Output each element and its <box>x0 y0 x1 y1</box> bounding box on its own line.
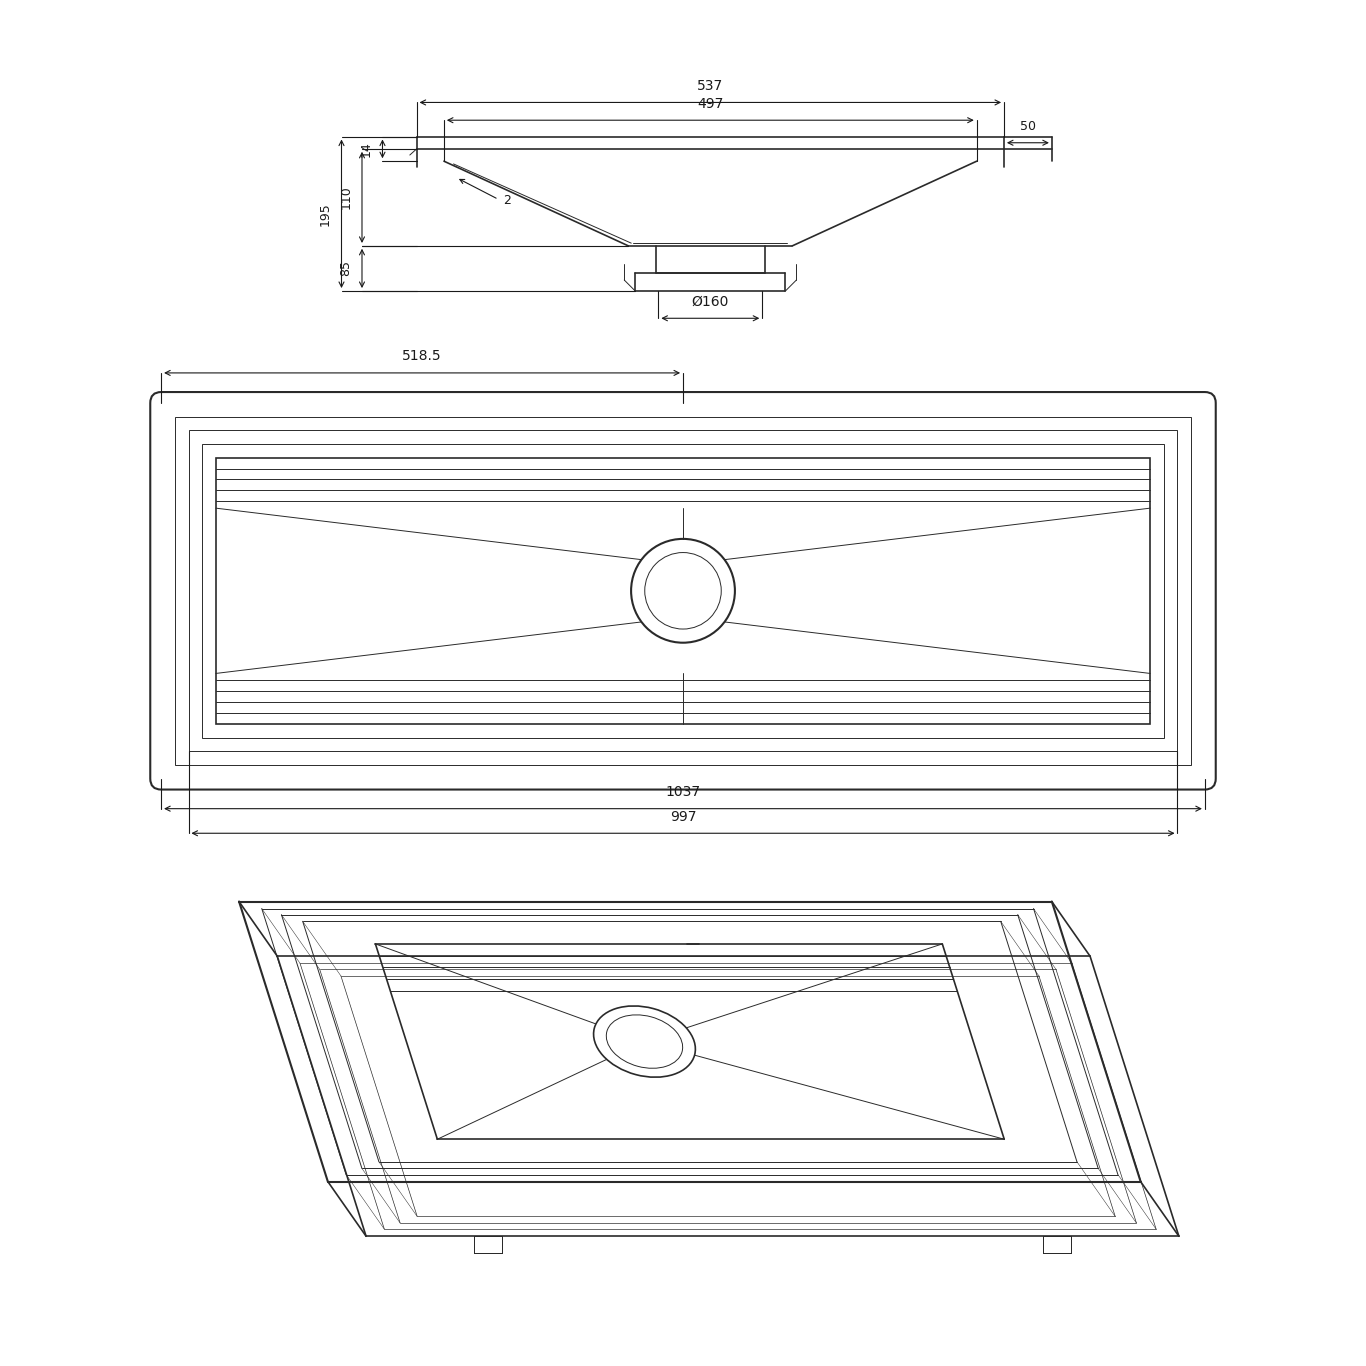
Text: 997: 997 <box>669 810 697 824</box>
Ellipse shape <box>594 1005 695 1078</box>
Text: 518.5: 518.5 <box>402 350 443 363</box>
Text: 85: 85 <box>339 261 352 276</box>
Text: 537: 537 <box>697 79 724 93</box>
Bar <box>189 430 1177 751</box>
Text: 497: 497 <box>697 97 724 111</box>
Text: 1037: 1037 <box>665 785 701 799</box>
Text: 195: 195 <box>318 202 332 225</box>
Text: 2: 2 <box>503 194 511 208</box>
Text: 110: 110 <box>339 186 352 209</box>
Text: 14: 14 <box>359 141 373 157</box>
Text: Ø160: Ø160 <box>691 295 729 309</box>
Bar <box>175 417 1191 765</box>
Bar <box>202 444 1164 738</box>
Text: 50: 50 <box>1020 120 1035 133</box>
Bar <box>216 458 1150 724</box>
Ellipse shape <box>607 1015 683 1068</box>
